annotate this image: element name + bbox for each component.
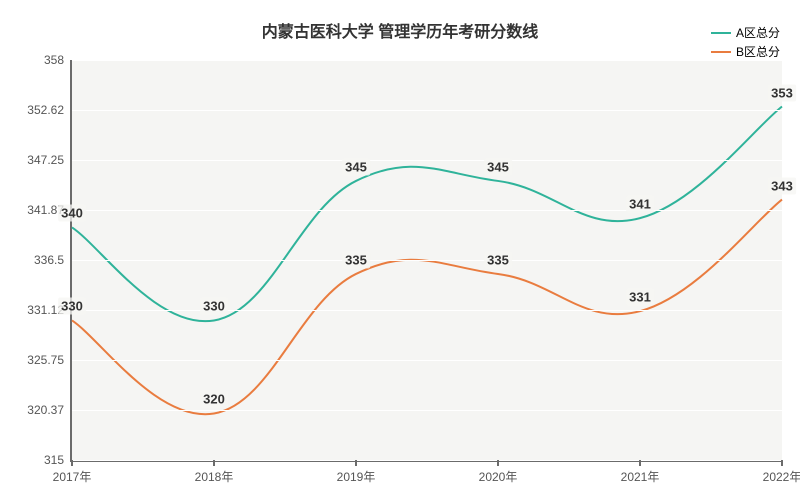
legend-label: A区总分 [736,24,780,41]
legend-item: B区总分 [711,43,780,60]
data-label: 343 [768,177,796,194]
grid-line [72,310,782,311]
chart-container: 内蒙古医科大学 管理学历年考研分数线 A区总分 B区总分 315320.37325… [0,0,800,500]
data-label: 353 [768,84,796,101]
y-tick-label: 336.5 [34,253,72,267]
y-tick-label: 358 [44,53,72,67]
legend: A区总分 B区总分 [711,24,780,62]
series-line [72,200,782,415]
legend-swatch [711,32,731,34]
x-tick-label: 2019年 [337,460,376,485]
series-line [72,107,782,322]
grid-line [72,110,782,111]
data-label: 335 [342,251,370,268]
data-label: 331 [626,289,654,306]
grid-line [72,160,782,161]
y-tick-label: 352.62 [27,103,72,117]
x-tick-label: 2018年 [195,460,234,485]
chart-title: 内蒙古医科大学 管理学历年考研分数线 [0,18,800,42]
data-label: 330 [58,298,86,315]
x-tick-label: 2020年 [479,460,518,485]
grid-line [72,410,782,411]
data-label: 335 [484,251,512,268]
legend-swatch [711,51,731,53]
legend-label: B区总分 [736,43,780,60]
grid-line [72,360,782,361]
data-label: 340 [58,205,86,222]
grid-line [72,460,782,461]
data-label: 330 [200,298,228,315]
grid-line [72,210,782,211]
y-tick-label: 347.25 [27,153,72,167]
grid-line [72,60,782,61]
data-label: 320 [200,391,228,408]
x-tick-label: 2022年 [763,460,800,485]
data-label: 341 [626,196,654,213]
data-label: 345 [342,158,370,175]
grid-line [72,260,782,261]
x-tick-label: 2021年 [621,460,660,485]
plot-area: 315320.37325.75331.12336.5341.87347.2535… [70,60,782,462]
y-tick-label: 320.37 [27,403,72,417]
legend-item: A区总分 [711,24,780,41]
x-tick-label: 2017年 [53,460,92,485]
data-label: 345 [484,158,512,175]
y-tick-label: 325.75 [27,353,72,367]
